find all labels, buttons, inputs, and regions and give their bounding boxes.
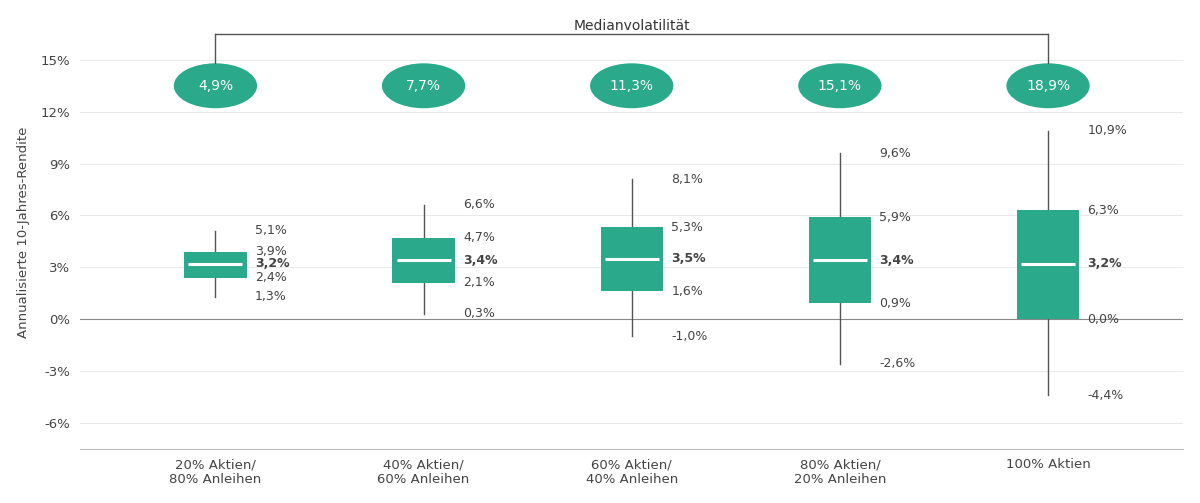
Text: -1,0%: -1,0% [671,330,708,343]
Text: 6,6%: 6,6% [463,199,494,211]
Text: 3,2%: 3,2% [254,257,289,270]
Text: -4,4%: -4,4% [1087,388,1124,401]
Text: 3,9%: 3,9% [254,245,287,258]
Text: 6,3%: 6,3% [1087,204,1120,217]
Ellipse shape [174,63,257,108]
Text: 0,0%: 0,0% [1087,312,1120,325]
Text: 5,1%: 5,1% [254,224,287,237]
Ellipse shape [590,63,673,108]
Text: 5,3%: 5,3% [671,221,703,234]
Bar [392,238,455,283]
Text: 8,1%: 8,1% [671,173,703,186]
Ellipse shape [382,63,466,108]
Text: 4,9%: 4,9% [198,79,233,93]
Bar [809,217,871,303]
Text: 11,3%: 11,3% [610,79,654,93]
Text: 9,6%: 9,6% [880,147,911,159]
Text: 15,1%: 15,1% [818,79,862,93]
Text: 10,9%: 10,9% [1087,124,1127,137]
Bar [1016,210,1079,319]
Text: 2,1%: 2,1% [463,276,494,289]
Bar [600,227,662,291]
Text: 0,3%: 0,3% [463,307,496,320]
Ellipse shape [798,63,882,108]
Text: 1,6%: 1,6% [671,285,703,298]
Text: 5,9%: 5,9% [880,211,911,224]
Text: 7,7%: 7,7% [406,79,442,93]
Text: 1,3%: 1,3% [254,290,287,303]
Text: 2,4%: 2,4% [254,271,287,284]
Text: 3,4%: 3,4% [463,254,498,267]
Y-axis label: Annualisierte 10-Jahres-Rendite: Annualisierte 10-Jahres-Rendite [17,127,30,339]
Text: 18,9%: 18,9% [1026,79,1070,93]
Text: 0,9%: 0,9% [880,297,911,310]
Text: 3,4%: 3,4% [880,254,914,267]
Text: -2,6%: -2,6% [880,358,916,370]
Text: 4,7%: 4,7% [463,231,496,244]
Ellipse shape [1007,63,1090,108]
Text: 3,2%: 3,2% [1087,257,1122,270]
Text: 3,5%: 3,5% [671,252,706,265]
Bar [185,252,247,278]
Text: Medianvolatilität: Medianvolatilität [574,19,690,33]
